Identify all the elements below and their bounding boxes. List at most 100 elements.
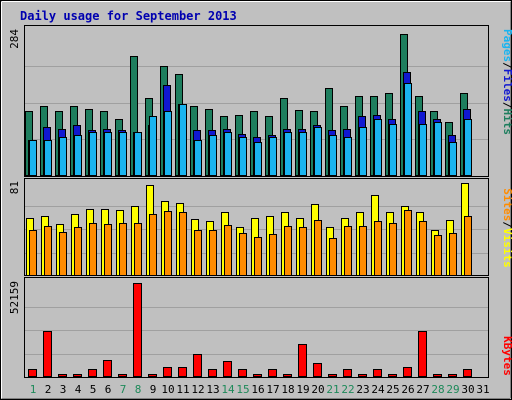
bar-pages-day-7	[119, 132, 127, 176]
bar-pages-day-21	[329, 135, 337, 176]
day-label-16: 16	[251, 383, 264, 396]
bar-kbytes-day-5	[88, 369, 97, 377]
bar-sites-day-14	[224, 225, 232, 276]
day-label-1: 1	[30, 383, 37, 396]
bar-pages-day-26	[404, 83, 412, 176]
max-label-kbytes: 52159	[8, 281, 21, 314]
bar-sites-day-6	[104, 224, 112, 276]
bar-sites-day-21	[329, 238, 337, 276]
bar-sites-day-23	[359, 226, 367, 276]
legend-sites: Sites	[501, 188, 512, 221]
bar-kbytes-day-18	[283, 374, 292, 377]
bar-pages-day-1	[29, 140, 37, 176]
legend-visits: Visits	[501, 228, 512, 268]
legend-files: Files	[501, 69, 512, 102]
day-label-18: 18	[281, 383, 294, 396]
bar-sites-day-16	[254, 237, 262, 276]
bar-sites-day-12	[194, 230, 202, 276]
bar-pages-day-30	[464, 119, 472, 176]
bar-kbytes-day-8	[133, 283, 142, 377]
bar-kbytes-day-9	[148, 374, 157, 377]
day-label-25: 25	[386, 383, 399, 396]
bar-sites-day-11	[179, 212, 187, 276]
bar-sites-day-22	[344, 226, 352, 276]
day-label-3: 3	[60, 383, 67, 396]
axis-legend-kbytes: KBytes	[501, 336, 512, 376]
day-label-14: 14	[221, 383, 235, 396]
bar-pages-day-4	[74, 135, 82, 176]
bar-pages-day-20	[314, 127, 322, 176]
bar-kbytes-day-17	[268, 369, 277, 377]
bar-kbytes-day-26	[403, 367, 412, 377]
bar-sites-day-30	[464, 216, 472, 276]
day-label-23: 23	[356, 383, 369, 396]
bar-kbytes-day-23	[358, 374, 367, 377]
bar-sites-day-3	[59, 232, 67, 276]
bar-pages-day-25	[389, 124, 397, 176]
bar-kbytes-day-16	[253, 374, 262, 377]
bar-pages-day-27	[419, 124, 427, 176]
bar-kbytes-day-30	[463, 369, 472, 377]
day-label-2: 2	[45, 383, 52, 396]
bar-sites-day-13	[209, 230, 217, 276]
day-label-20: 20	[311, 383, 324, 396]
day-label-19: 19	[296, 383, 309, 396]
max-label-hits: 284	[8, 29, 21, 49]
bar-sites-day-25	[389, 223, 397, 276]
bar-marks	[25, 34, 472, 377]
day-label-11: 11	[176, 383, 189, 396]
bar-pages-day-24	[374, 119, 382, 176]
legend-sep-1: /	[501, 62, 512, 69]
bar-pages-day-13	[209, 135, 217, 176]
bar-pages-day-6	[104, 132, 112, 176]
bar-kbytes-day-22	[343, 369, 352, 377]
day-label-9: 9	[150, 383, 157, 396]
day-label-28: 28	[431, 383, 444, 396]
bar-pages-day-15	[239, 137, 247, 176]
day-label-26: 26	[401, 383, 414, 396]
day-label-17: 17	[266, 383, 279, 396]
bar-kbytes-day-12	[193, 354, 202, 377]
bar-pages-day-5	[89, 132, 97, 176]
bar-sites-day-2	[44, 226, 52, 276]
bar-pages-day-29	[449, 142, 457, 176]
max-label-visits: 81	[8, 181, 21, 194]
bar-sites-day-9	[149, 214, 157, 276]
panel-kbytes	[24, 277, 489, 378]
day-label-22: 22	[341, 383, 354, 396]
legend-hits: Hits	[501, 109, 512, 136]
day-label-5: 5	[90, 383, 97, 396]
day-label-10: 10	[161, 383, 174, 396]
day-label-30: 30	[461, 383, 474, 396]
legend-sep-2: /	[501, 102, 512, 109]
bar-kbytes-day-13	[208, 369, 217, 377]
bar-sites-day-5	[89, 223, 97, 276]
bar-kbytes-day-21	[328, 374, 337, 377]
bar-kbytes-day-28	[433, 374, 442, 377]
bar-pages-day-2	[44, 140, 52, 176]
bar-pages-day-18	[284, 132, 292, 176]
day-label-31: 31	[476, 383, 489, 396]
bar-kbytes-day-11	[178, 367, 187, 377]
bar-kbytes-day-14	[223, 361, 232, 377]
bar-kbytes-day-6	[103, 360, 112, 377]
bar-sites-day-15	[239, 233, 247, 276]
bar-pages-day-23	[359, 127, 367, 176]
axis-legend-hits-files-pages: Pages/Files/Hits	[501, 29, 512, 135]
bar-sites-day-28	[434, 235, 442, 276]
bar-pages-day-3	[59, 137, 67, 176]
bar-sites-day-4	[74, 227, 82, 276]
bar-kbytes-day-29	[448, 374, 457, 377]
bar-kbytes-day-27	[418, 331, 427, 377]
bar-kbytes-day-4	[73, 374, 82, 377]
bar-sites-day-10	[164, 211, 172, 276]
day-labels: 1 2 3 4 5 6 7 8 9 10 11 12 13 14 15 16 17 18 19 20 21 22 23 24 2…	[30, 383, 490, 396]
day-label-8: 8	[135, 383, 142, 396]
day-label-21: 21	[326, 383, 339, 396]
bar-kbytes-day-7	[118, 374, 127, 377]
bar-sites-day-29	[449, 233, 457, 276]
bar-kbytes-day-10	[163, 367, 172, 377]
day-label-12: 12	[191, 383, 204, 396]
axis-legend-visits-sites: Sites/Visits	[501, 188, 512, 268]
